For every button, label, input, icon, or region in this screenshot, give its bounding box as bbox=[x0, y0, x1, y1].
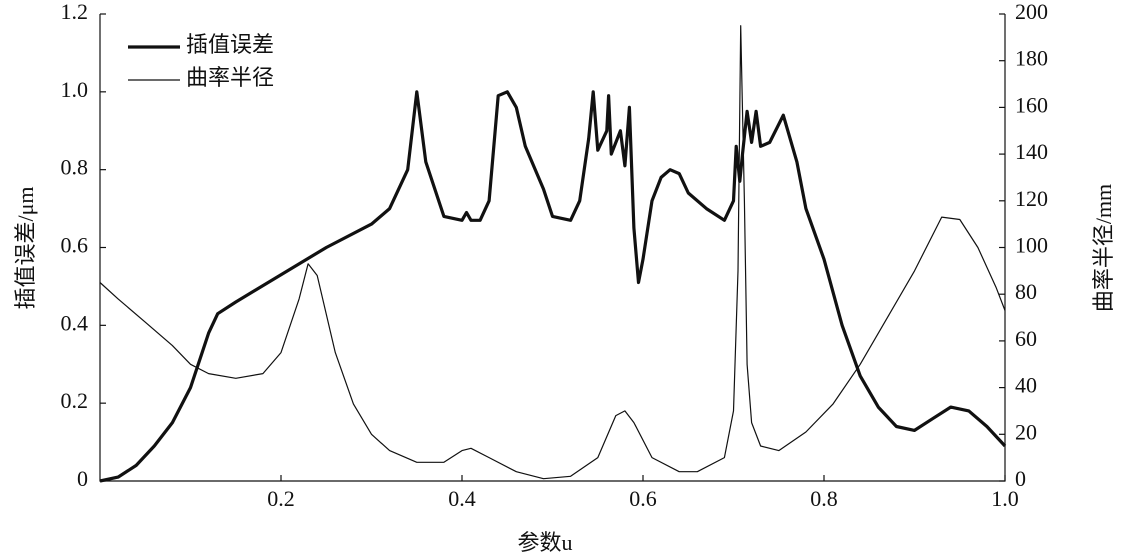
y-tick-label: 0.4 bbox=[61, 310, 89, 335]
y-tick-label: 0.6 bbox=[61, 233, 89, 258]
y-tick-label: 1.0 bbox=[61, 77, 89, 102]
y2-tick-label: 200 bbox=[1015, 0, 1048, 24]
data-line bbox=[99, 90, 1007, 483]
legend-label: 曲率半径 bbox=[186, 65, 274, 90]
y2-tick-label: 0 bbox=[1015, 466, 1026, 491]
x-tick-label: 0.6 bbox=[629, 486, 657, 511]
y2-tick-label: 100 bbox=[1015, 233, 1048, 258]
legend-label: 插值误差 bbox=[186, 32, 274, 57]
x-axis-title: 参数u bbox=[517, 530, 572, 555]
x-tick-label: 0.4 bbox=[448, 486, 476, 511]
y2-axis-title: 曲率半径/mm bbox=[1091, 184, 1116, 312]
data-line bbox=[99, 25, 1006, 480]
y2-tick-label: 120 bbox=[1015, 186, 1048, 211]
y2-tick-label: 180 bbox=[1015, 46, 1048, 71]
x-tick-label: 0.2 bbox=[267, 486, 295, 511]
y-axis-title: 插值误差/μm bbox=[13, 186, 38, 309]
y2-tick-label: 140 bbox=[1015, 139, 1048, 164]
y2-tick-label: 160 bbox=[1015, 92, 1048, 117]
y2-tick-label: 80 bbox=[1015, 279, 1037, 304]
y-tick-label: 0 bbox=[77, 466, 88, 491]
x-tick-label: 1.0 bbox=[991, 486, 1019, 511]
y2-tick-label: 60 bbox=[1015, 326, 1037, 351]
y-tick-label: 1.2 bbox=[61, 0, 89, 24]
x-tick-label: 0.8 bbox=[810, 486, 838, 511]
y2-tick-label: 20 bbox=[1015, 419, 1037, 444]
y-tick-label: 0.8 bbox=[61, 155, 89, 180]
y2-tick-label: 40 bbox=[1015, 373, 1037, 398]
y-tick-label: 0.2 bbox=[61, 388, 89, 413]
